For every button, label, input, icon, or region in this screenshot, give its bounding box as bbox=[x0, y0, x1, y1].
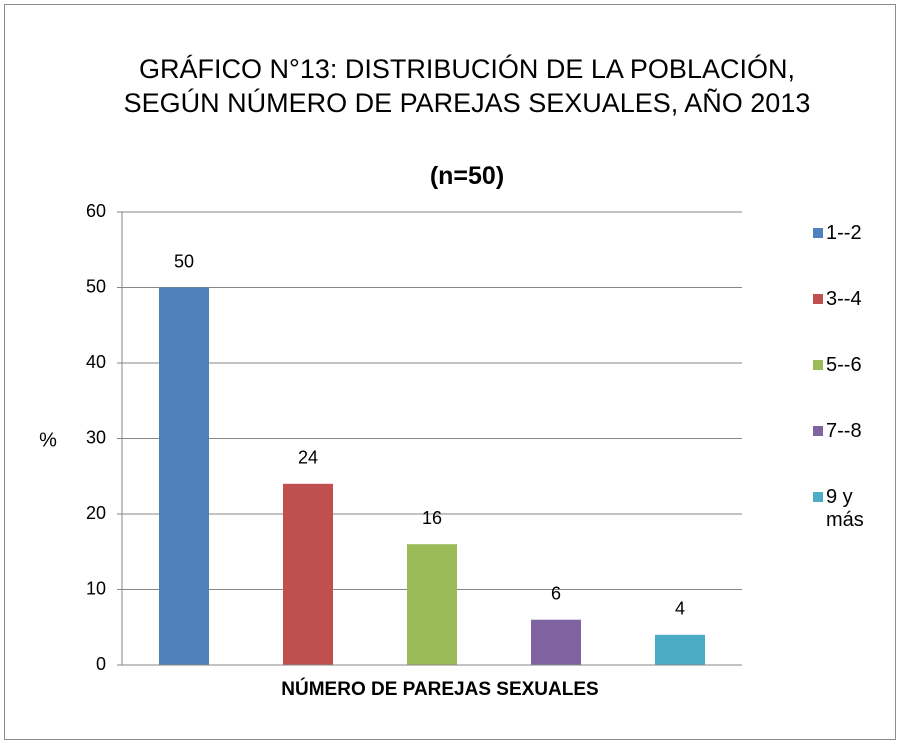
y-tick-label: 20 bbox=[86, 503, 106, 523]
bar bbox=[655, 634, 705, 665]
chart-subtitle: (n=50) bbox=[429, 162, 505, 190]
legend-swatch bbox=[813, 426, 823, 436]
y-axis-label: % bbox=[39, 429, 57, 451]
legend-label: 5--6 bbox=[826, 354, 862, 376]
legend-swatch bbox=[813, 228, 823, 238]
bar bbox=[159, 287, 209, 665]
bar bbox=[531, 619, 581, 665]
legend-swatch bbox=[813, 492, 823, 502]
legend-label: 1--2 bbox=[826, 222, 862, 244]
legend-label: 7--8 bbox=[826, 420, 862, 442]
y-tick-label: 40 bbox=[86, 352, 106, 372]
chart-title: GRÁFICO N°13: DISTRIBUCIÓN DE LA POBLACI… bbox=[123, 54, 811, 118]
y-tick-label: 50 bbox=[86, 276, 106, 296]
chart-frame bbox=[4, 4, 896, 740]
legend-swatch bbox=[813, 294, 823, 304]
y-tick-label: 0 bbox=[96, 654, 106, 674]
data-label: 50 bbox=[174, 251, 194, 271]
legend-label: 3--4 bbox=[826, 288, 862, 310]
legend-label: 9 y más bbox=[826, 486, 864, 531]
bar bbox=[407, 544, 457, 665]
data-label: 6 bbox=[551, 583, 561, 603]
bar bbox=[283, 483, 333, 665]
y-tick-label: 60 bbox=[86, 201, 106, 221]
data-label: 24 bbox=[298, 448, 318, 468]
y-tick-label: 30 bbox=[86, 427, 106, 447]
x-axis-label: NÚMERO DE PAREJAS SEXUALES bbox=[281, 678, 598, 700]
y-tick-label: 10 bbox=[86, 578, 106, 598]
legend-swatch bbox=[813, 360, 823, 370]
data-label: 16 bbox=[422, 508, 442, 528]
data-label: 4 bbox=[675, 599, 685, 619]
